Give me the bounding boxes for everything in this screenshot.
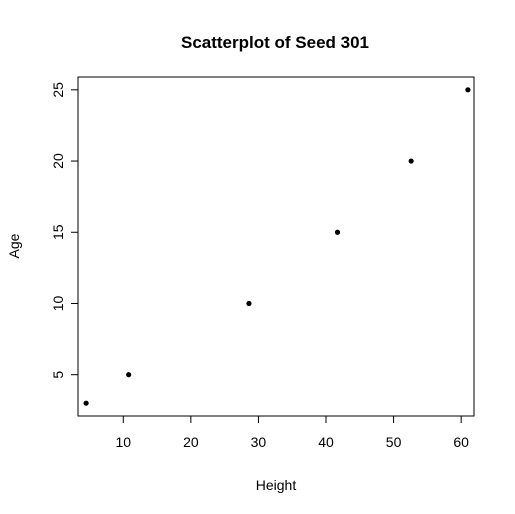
data-point xyxy=(83,400,89,406)
data-point xyxy=(334,229,341,235)
data-point xyxy=(465,87,471,93)
y-tick-label: 25 xyxy=(50,82,66,98)
y-tick-label: 15 xyxy=(50,224,66,240)
y-tick-label: 20 xyxy=(50,153,66,169)
x-tick-label: 20 xyxy=(183,434,199,450)
x-tick-label: 30 xyxy=(251,434,267,450)
y-tick-label: 10 xyxy=(50,295,66,311)
y-tick-label: 5 xyxy=(50,371,66,379)
x-axis: 10 20 30 40 50 60 xyxy=(115,415,469,450)
y-axis: 5 10 15 20 25 xyxy=(50,82,79,379)
x-tick-label: 60 xyxy=(453,434,469,450)
x-tick-label: 50 xyxy=(386,434,402,450)
data-point xyxy=(126,372,132,378)
chart-title: Scatterplot of Seed 301 xyxy=(181,33,369,52)
data-points xyxy=(83,87,471,406)
y-axis-label: Age xyxy=(6,233,22,258)
x-tick-label: 10 xyxy=(115,434,131,450)
x-tick-label: 40 xyxy=(318,434,334,450)
x-axis-label: Height xyxy=(256,477,297,493)
data-point xyxy=(246,300,252,307)
data-point xyxy=(408,158,414,164)
plot-area-frame xyxy=(77,76,475,417)
